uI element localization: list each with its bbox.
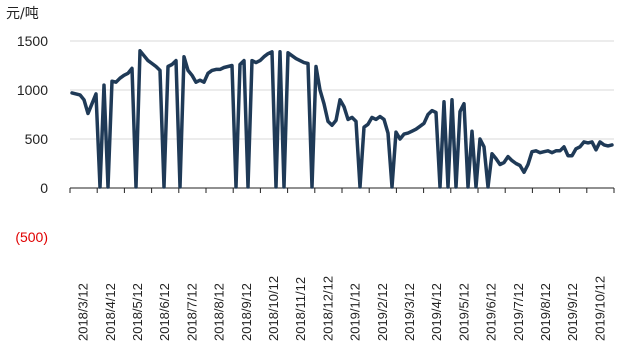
y-axis-labels: 1500 1000 500 0 (500) (15, 33, 48, 245)
x-tick-label: 2018/8/12 (212, 283, 227, 341)
x-tick-label: 2018/12/12 (320, 276, 335, 341)
x-tick-label: 2018/4/12 (103, 283, 118, 341)
x-tick-label: 2019/8/12 (538, 283, 553, 341)
x-tick-label: 2019/10/12 (592, 276, 607, 341)
y-tick-label: 500 (25, 131, 49, 147)
gridlines (70, 41, 614, 139)
x-tick-label: 2019/9/12 (565, 283, 580, 341)
x-axis-labels: 2018/3/12 2018/4/12 2018/5/12 2018/6/12 2018… (70, 188, 614, 341)
price-series-line (72, 51, 612, 187)
x-tick-label: 2018/6/12 (157, 283, 172, 341)
x-tick-label: 2018/11/12 (293, 277, 308, 341)
x-tick-label: 2019/2/12 (375, 283, 390, 341)
x-tick-label: 2019/5/12 (456, 283, 471, 341)
x-tick-label: 2018/3/12 (76, 283, 91, 341)
x-tick-label: 2018/5/12 (130, 283, 145, 341)
y-tick-label: 1000 (17, 82, 48, 98)
y-tick-label: (500) (15, 229, 48, 245)
y-tick-label: 1500 (17, 33, 48, 49)
x-tick-label: 2018/7/12 (184, 283, 199, 341)
x-tick-label: 2019/4/12 (429, 283, 444, 341)
x-tick-label: 2018/9/12 (239, 283, 254, 341)
x-tick-label: 2018/10/12 (266, 276, 281, 341)
x-tick-label: 2019/3/12 (402, 283, 417, 341)
y-tick-label: 0 (40, 180, 48, 196)
x-tick-label: 2019/1/12 (348, 283, 363, 341)
x-tick-label: 2019/6/12 (484, 283, 499, 341)
x-tick-label: 2019/7/12 (511, 283, 526, 341)
